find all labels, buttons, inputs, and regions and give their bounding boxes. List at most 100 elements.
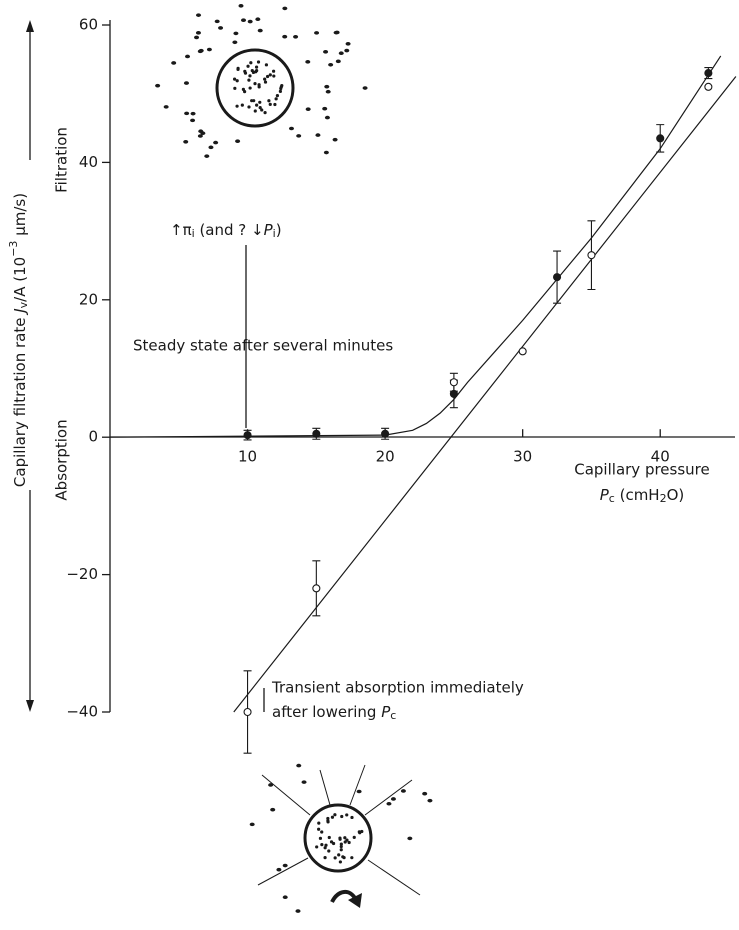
particle xyxy=(327,849,331,853)
particle xyxy=(268,783,274,787)
label-part: i xyxy=(192,227,195,240)
particle xyxy=(256,60,261,64)
label-part: P xyxy=(600,486,610,504)
capillary-icon xyxy=(303,803,373,873)
particle xyxy=(184,111,190,116)
particle xyxy=(250,99,254,103)
particle xyxy=(301,780,307,784)
data-point xyxy=(587,251,596,260)
particle xyxy=(293,35,299,39)
flow-line xyxy=(261,774,311,816)
particle xyxy=(213,140,219,145)
particle xyxy=(323,150,329,155)
particle xyxy=(332,137,338,142)
particle xyxy=(337,853,341,857)
y-tick-label: −40 xyxy=(66,703,98,721)
particle xyxy=(218,26,224,30)
y-tick-label: 20 xyxy=(79,290,98,308)
particle xyxy=(320,830,324,834)
particle xyxy=(314,31,320,35)
particle xyxy=(246,64,250,68)
particle xyxy=(204,154,210,158)
particle xyxy=(325,89,331,94)
particle xyxy=(276,867,282,872)
particle xyxy=(328,62,334,67)
particle xyxy=(250,69,254,73)
particle xyxy=(305,60,311,64)
filtration-label: Filtration xyxy=(53,127,71,193)
particle xyxy=(270,807,276,812)
particle xyxy=(183,81,189,85)
particle xyxy=(263,80,268,84)
particle xyxy=(232,40,238,45)
particle xyxy=(258,106,262,110)
particle xyxy=(350,856,354,860)
particle xyxy=(258,100,262,104)
label-part: μm/s) xyxy=(11,193,29,241)
particle xyxy=(400,789,406,793)
particle xyxy=(274,97,278,101)
label-part: (and ? ↓ xyxy=(195,221,264,239)
particle xyxy=(282,895,288,900)
fit-line xyxy=(233,76,737,713)
particle xyxy=(334,30,340,35)
particle xyxy=(333,813,337,817)
particle xyxy=(264,63,269,67)
particle xyxy=(253,82,257,86)
particle xyxy=(243,71,248,75)
particle xyxy=(197,134,203,138)
particle xyxy=(206,47,212,52)
y-tick-label: 40 xyxy=(79,153,98,171)
particle xyxy=(326,816,330,821)
flow-line xyxy=(319,769,331,806)
label-part: /A (10 xyxy=(11,257,29,302)
annotation: after lowering Pc xyxy=(272,703,396,723)
particle xyxy=(345,41,351,46)
label-part: c xyxy=(609,492,615,505)
particle xyxy=(339,844,343,849)
particle xyxy=(317,827,321,831)
particle xyxy=(324,843,328,847)
particle xyxy=(254,70,258,74)
flow-line xyxy=(367,859,421,896)
data-point xyxy=(449,378,458,387)
particle xyxy=(427,798,433,803)
data-point xyxy=(381,429,390,438)
particle xyxy=(233,86,237,90)
particle xyxy=(317,821,321,825)
particle xyxy=(267,99,271,103)
particle xyxy=(196,13,202,17)
x-axis-label: Pc (cmH2O) xyxy=(600,486,685,506)
absorption-label: Absorption xyxy=(53,419,71,500)
particle xyxy=(340,814,344,819)
particle xyxy=(268,102,272,106)
flow-line xyxy=(364,779,413,816)
particle xyxy=(407,836,413,841)
particle xyxy=(254,65,259,69)
particle xyxy=(248,74,252,78)
data-point xyxy=(704,69,713,78)
particle xyxy=(323,856,327,860)
particle xyxy=(356,789,362,794)
particle xyxy=(263,110,267,115)
layout xyxy=(26,4,735,913)
particle xyxy=(339,842,343,846)
particle xyxy=(240,18,246,23)
particle xyxy=(344,48,350,53)
particle xyxy=(315,845,319,849)
particle xyxy=(326,819,330,823)
label-part: J xyxy=(11,308,29,315)
arrow-head xyxy=(348,893,362,908)
particle xyxy=(235,104,239,108)
particle xyxy=(200,131,206,136)
y-axis-label: Capillary filtration rate Jv/A (10−3 μm/… xyxy=(7,193,30,487)
particle xyxy=(249,822,255,827)
x-tick-label: 30 xyxy=(513,448,532,466)
data-point xyxy=(312,584,321,593)
particle xyxy=(305,107,311,111)
x-tick-label: 10 xyxy=(238,448,257,466)
particle xyxy=(390,797,396,801)
particle xyxy=(282,6,288,11)
particle xyxy=(324,84,330,89)
